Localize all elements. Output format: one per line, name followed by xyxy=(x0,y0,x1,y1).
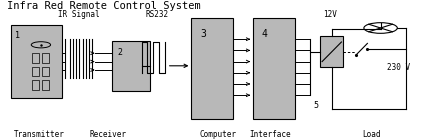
Bar xyxy=(320,36,343,67)
Text: Transmitter: Transmitter xyxy=(14,130,65,139)
Text: Receiver: Receiver xyxy=(89,130,126,139)
Text: Load: Load xyxy=(363,130,381,139)
Text: 230 V: 230 V xyxy=(387,63,410,72)
Text: 1: 1 xyxy=(15,31,20,40)
Text: RS232: RS232 xyxy=(146,10,169,19)
Text: IR Signal: IR Signal xyxy=(58,10,99,19)
Text: 2: 2 xyxy=(117,48,122,57)
Bar xyxy=(42,67,49,76)
Text: Computer: Computer xyxy=(199,130,236,139)
Bar xyxy=(42,53,49,63)
Bar xyxy=(32,80,39,90)
Bar xyxy=(32,67,39,76)
Text: 5: 5 xyxy=(313,101,318,110)
Bar xyxy=(32,53,39,63)
Bar xyxy=(191,18,233,119)
Text: 4: 4 xyxy=(262,29,268,39)
Text: 3: 3 xyxy=(200,29,206,39)
Bar xyxy=(11,25,62,98)
Bar xyxy=(42,80,49,90)
Text: Infra Red Remote Control System: Infra Red Remote Control System xyxy=(7,1,200,11)
Bar xyxy=(253,18,295,119)
Text: 12V: 12V xyxy=(323,10,337,19)
Bar xyxy=(112,41,150,91)
Text: Interface: Interface xyxy=(250,130,291,139)
